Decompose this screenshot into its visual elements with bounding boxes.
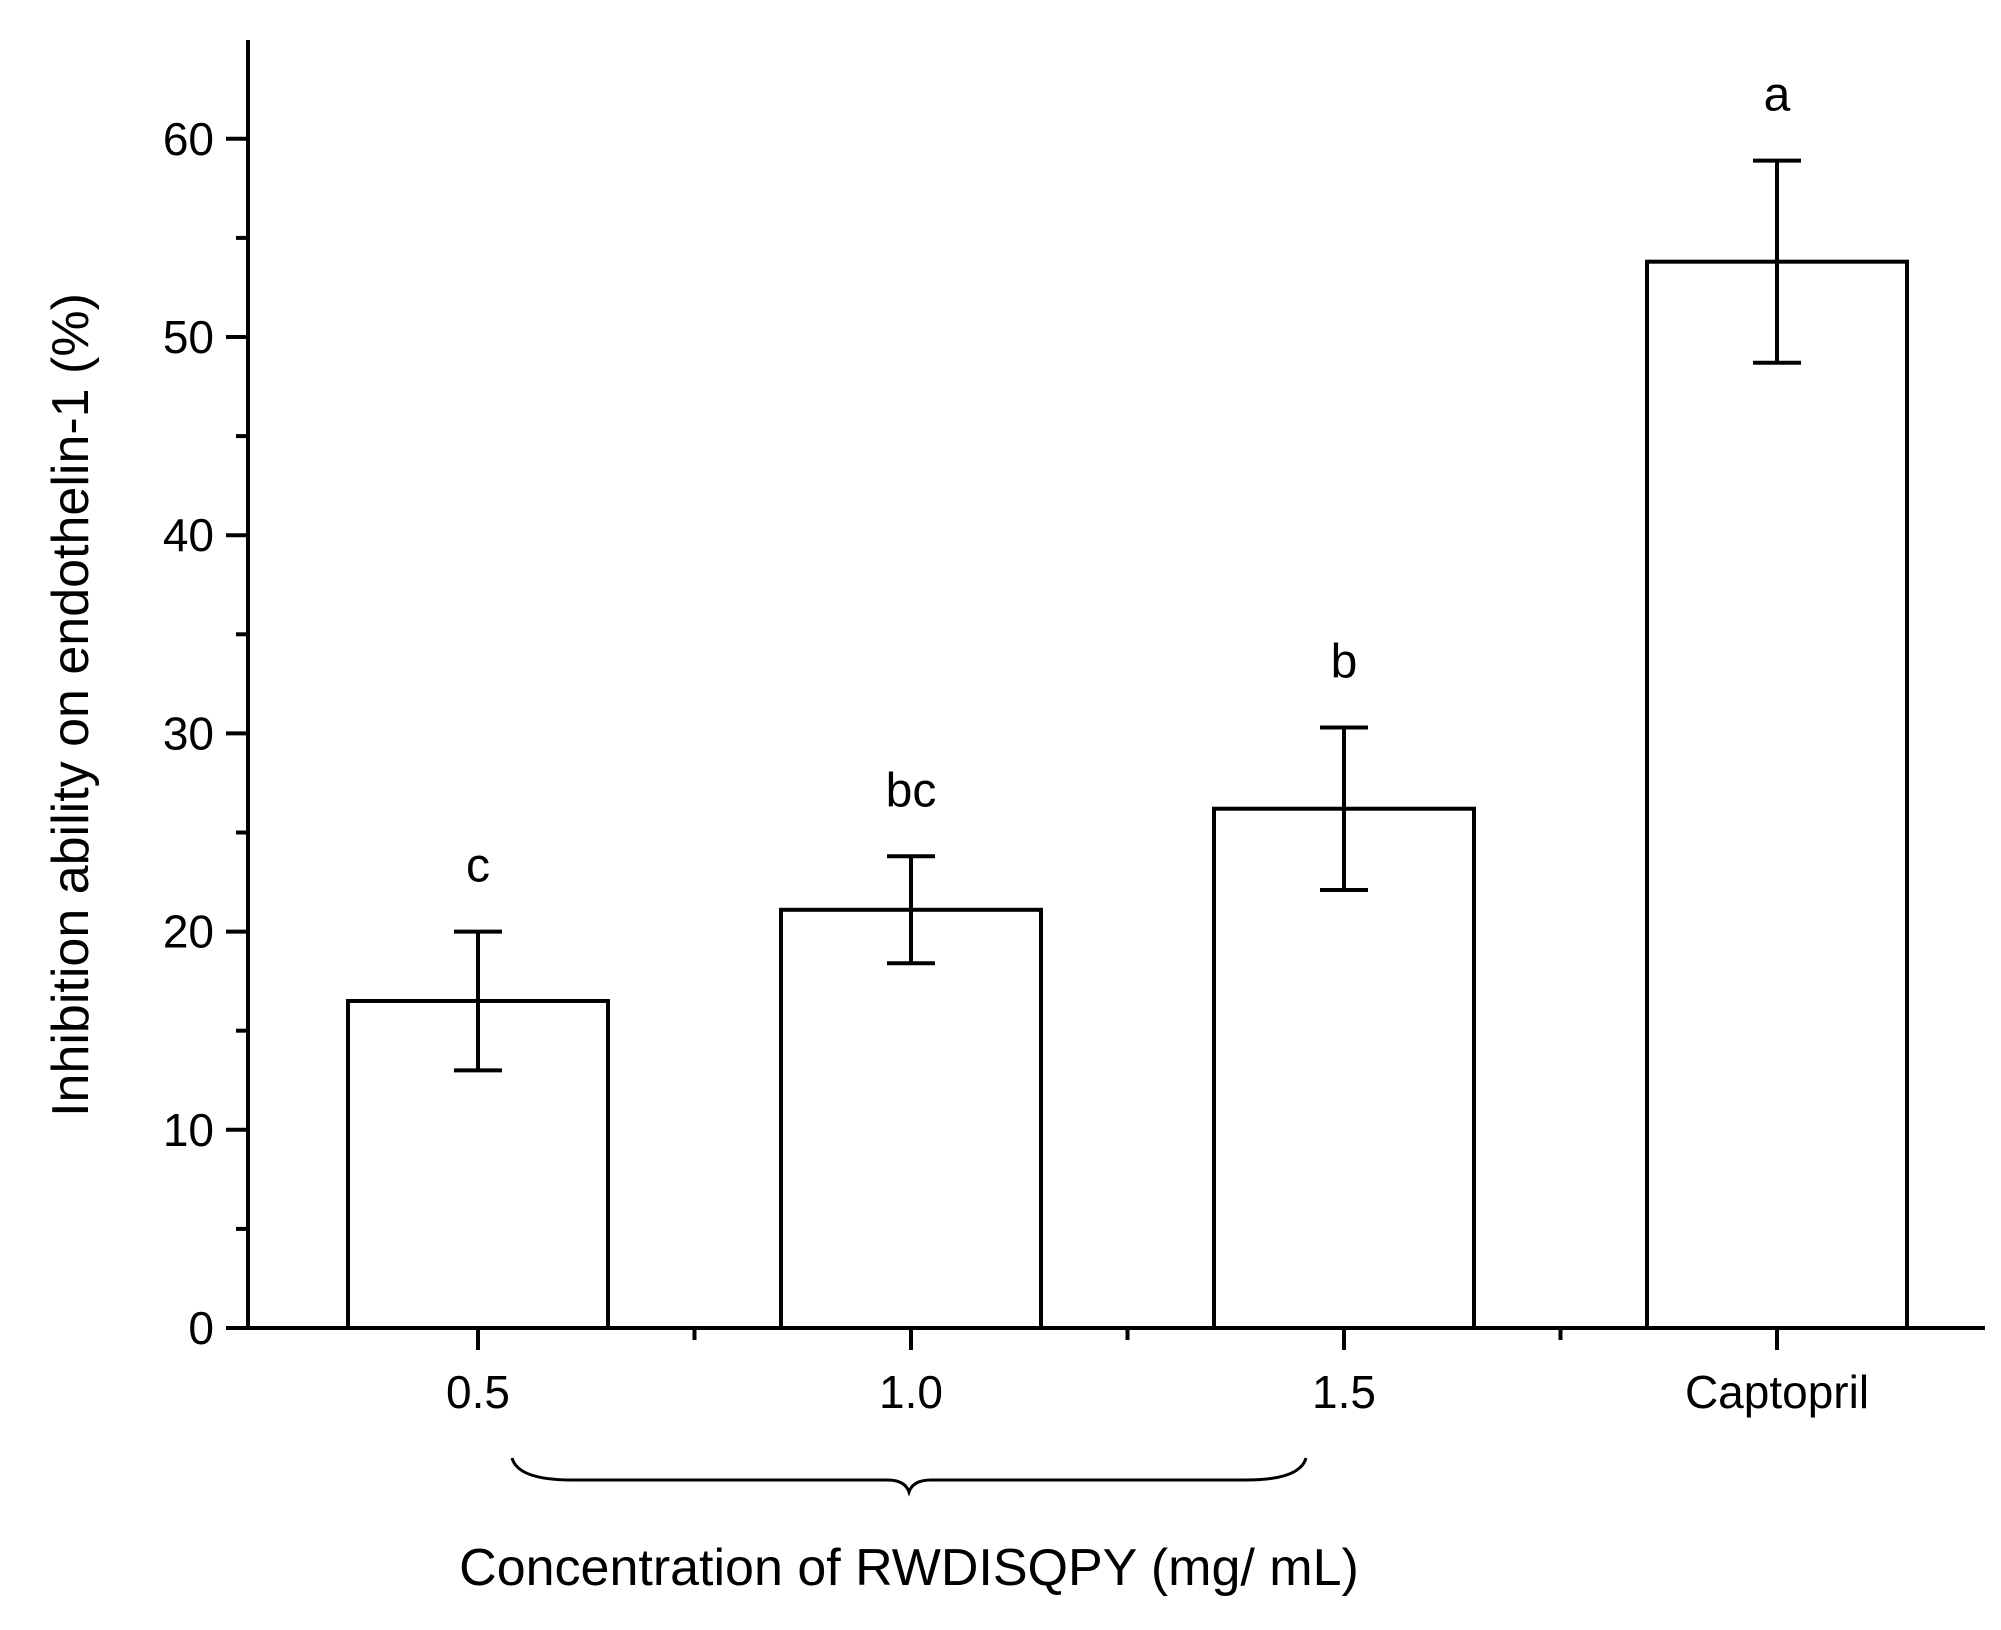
- y-tick-label-4: 40: [163, 509, 214, 561]
- y-tick-label-2: 20: [163, 906, 214, 958]
- significance-labels: c bc b a: [466, 69, 1791, 893]
- x-axis-title: Concentration of RWDISQPY (mg/ mL): [459, 1539, 1359, 1597]
- bar-2: [1212, 806, 1476, 1330]
- y-tick-label-3: 30: [163, 707, 214, 759]
- x-tick-label-3: Captopril: [1685, 1366, 1869, 1418]
- x-tick-label-2: 1.5: [1312, 1366, 1376, 1418]
- y-axis-title: Inhibition ability on endothelin-1 (%): [42, 293, 100, 1117]
- y-tick-label-5: 50: [163, 311, 214, 363]
- significance-label-1: bc: [886, 764, 937, 817]
- bar-1: [779, 907, 1043, 1330]
- x-tick-label-1: 1.0: [879, 1366, 943, 1418]
- y-tick-label-6: 60: [163, 113, 214, 165]
- category-group-brace: [510, 1457, 1308, 1497]
- tick-labels: 0 10 20 30 40 50 60 0.5 1.0 1.5 Captopril: [163, 113, 1869, 1418]
- significance-label-3: a: [1764, 69, 1791, 122]
- error-bars: [454, 158, 1801, 1073]
- bar-3: [1645, 259, 1909, 1331]
- significance-label-0: c: [466, 840, 490, 893]
- y-tick-label-1: 10: [163, 1104, 214, 1156]
- bars: [346, 259, 1909, 1331]
- x-tick-label-0: 0.5: [446, 1366, 510, 1418]
- y-tick-label-0: 0: [188, 1302, 214, 1354]
- significance-label-2: b: [1331, 635, 1358, 688]
